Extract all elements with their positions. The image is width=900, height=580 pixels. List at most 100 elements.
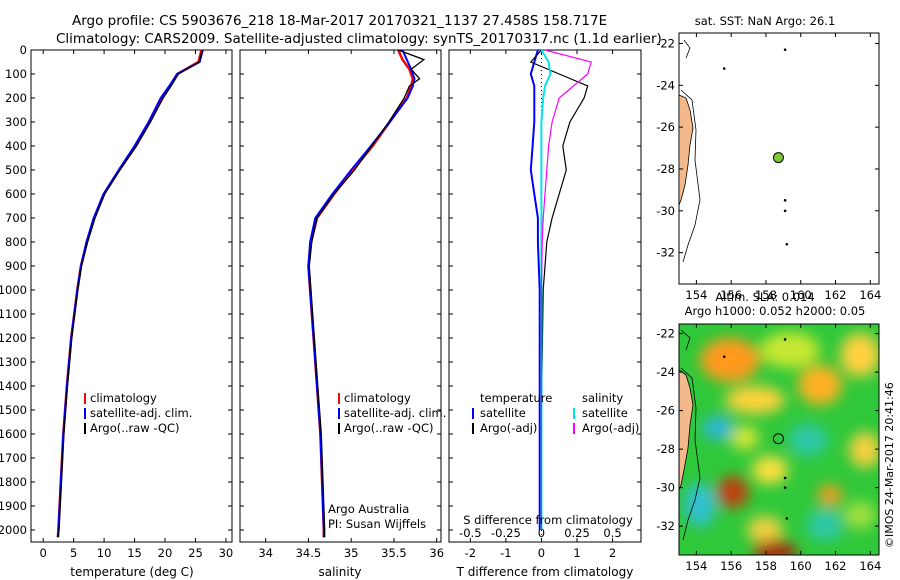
difference-panel: -2 -1 0 1 2 -0.5 -0.25 0 0.25 0.5 S difference fr… xyxy=(448,49,642,579)
legend-swatch-satellite xyxy=(338,408,340,419)
x-tick-label: 154 xyxy=(685,288,707,302)
y-tick-label: -26 xyxy=(656,404,675,418)
sla-heatmap xyxy=(679,324,879,555)
y-tick-label: 100 xyxy=(5,67,27,81)
temperature-panel: 0 5 10 15 20 25 300100200300400500600700800900… xyxy=(0,43,233,579)
sla-map-subtitle: Argo h1000: 0.052 h2000: 0.05 xyxy=(685,304,866,318)
x-tick-label: 2 xyxy=(609,546,616,560)
y-tick-label: 1200 xyxy=(0,331,27,345)
x-tick-label: 1 xyxy=(573,546,580,560)
x-tick-label: 158 xyxy=(755,288,777,302)
legend-swatch-satellite xyxy=(84,408,86,419)
x-tick-top-label: 0.25 xyxy=(564,526,590,540)
x-tick-label: 160 xyxy=(790,559,812,573)
x-tick-label: 162 xyxy=(825,288,847,302)
legend-label-argo: Argo(..raw -QC) xyxy=(90,421,180,435)
x-tick-label: 156 xyxy=(720,559,742,573)
island-marker xyxy=(783,48,787,52)
x-tick-label: 160 xyxy=(790,288,812,302)
sla-blob xyxy=(798,365,842,405)
island-marker xyxy=(783,338,787,341)
sla-blob xyxy=(731,426,759,450)
series-line-s-argo-adj- xyxy=(540,49,592,530)
y-tick-label: -24 xyxy=(656,365,675,379)
sla-map-title: Altim. SLA: 0.014 xyxy=(715,290,814,304)
x-tick-top-label: -0.5 xyxy=(459,526,481,540)
sst-map-title: sat. SST: NaN Argo: 26.1 xyxy=(695,14,836,28)
t-difference-x-label: T difference from climatology xyxy=(456,565,634,579)
x-tick-label: -2 xyxy=(465,546,476,560)
x-tick-label: 156 xyxy=(720,288,742,302)
imos-side-label: ©IMOS 24-Mar-2017 20:41:46 xyxy=(883,382,896,548)
y-tick-label: -22 xyxy=(656,327,675,341)
x-tick-label: 162 xyxy=(825,559,847,573)
y-tick-label: 700 xyxy=(5,211,27,225)
x-tick-top-label: 0 xyxy=(538,526,545,540)
salinity-x-label: salinity xyxy=(318,565,361,579)
x-tick-top-label: 0.5 xyxy=(603,526,621,540)
sla-blob xyxy=(844,501,876,529)
salinity-plot-area: 34 34.5 35 35.5 36 xyxy=(240,49,444,560)
sst-map-plot-area: 154 156 158 160 162 164 -22 -24 -26 -28 -30 -32 xyxy=(656,33,881,302)
y-tick-label: -32 xyxy=(656,246,675,260)
legend-label-t-argo: Argo(-adj) xyxy=(480,421,537,435)
argo-location-marker xyxy=(772,152,784,164)
series-line-argo-raw-qc- xyxy=(308,49,426,538)
y-tick-label: -24 xyxy=(656,78,675,92)
series-line-t-satellite xyxy=(529,49,541,530)
x-tick-label: 0 xyxy=(538,546,545,560)
x-tick-label: 30 xyxy=(219,546,234,560)
s-difference-title: S difference from climatology xyxy=(463,513,633,527)
y-tick-label: 900 xyxy=(5,259,27,273)
y-tick-label: 1900 xyxy=(0,499,27,513)
legend-label-argo: Argo(..raw -QC) xyxy=(344,421,434,435)
x-tick-label: 34.5 xyxy=(296,546,322,560)
y-tick-label: 1500 xyxy=(0,403,27,417)
temperature-legend: climatology satellite-adj. clim. Argo(..… xyxy=(84,391,192,435)
sla-blob xyxy=(753,540,797,555)
legend-label-s-argo: Argo(-adj) xyxy=(582,421,639,435)
series-line-argo-raw-qc- xyxy=(57,49,203,538)
legend-label-s-satellite: satellite xyxy=(582,406,628,420)
island-marker xyxy=(785,242,789,246)
legend-swatch-s-satellite xyxy=(573,408,575,419)
y-tick-label: 1100 xyxy=(0,307,27,321)
sla-blob xyxy=(818,485,842,505)
sla-blob xyxy=(717,476,749,508)
y-tick-label: 300 xyxy=(5,115,27,129)
y-tick-label: -30 xyxy=(656,481,675,495)
island-marker xyxy=(722,355,726,359)
y-tick-label: 1600 xyxy=(0,427,27,441)
legend-label-climatology: climatology xyxy=(90,391,157,405)
y-tick-label: 1300 xyxy=(0,355,27,369)
y-tick-label: -32 xyxy=(656,519,675,533)
sla-blob xyxy=(788,424,828,456)
x-tick-label: 5 xyxy=(70,546,77,560)
island-marker xyxy=(783,199,787,202)
sla-blob xyxy=(747,516,783,544)
y-tick-label: 0 xyxy=(20,43,27,57)
island-marker xyxy=(722,67,726,70)
y-tick-label: 800 xyxy=(5,235,27,249)
x-tick-label: -1 xyxy=(500,546,511,560)
sla-blob xyxy=(849,432,879,468)
x-tick-label: 36 xyxy=(429,546,444,560)
header-line-1: Argo profile: CS 5903676_218 18-Mar-2017… xyxy=(72,13,607,29)
island-marker xyxy=(783,476,787,480)
sla-blob xyxy=(807,509,843,541)
temperature-panel-frame xyxy=(30,49,233,543)
temperature-x-label: temperature (deg C) xyxy=(70,565,193,579)
sla-blob xyxy=(752,456,788,484)
sla-blob xyxy=(725,386,785,414)
legend-title-temperature: temperature xyxy=(480,391,552,405)
salinity-panel-frame xyxy=(239,49,442,543)
y-tick-label: 400 xyxy=(5,139,27,153)
x-tick-label: 35 xyxy=(344,546,359,560)
annotation-argo-australia: Argo Australia xyxy=(328,502,409,516)
y-tick-label: -30 xyxy=(656,204,675,218)
sla-blob xyxy=(702,416,734,440)
sla-blob xyxy=(840,333,879,377)
salinity-legend: climatology satellite-adj. clim. Argo(..… xyxy=(338,391,446,435)
difference-plot-area: -2 -1 0 1 2 -0.5 -0.25 0 0.25 0.5 xyxy=(449,49,641,560)
